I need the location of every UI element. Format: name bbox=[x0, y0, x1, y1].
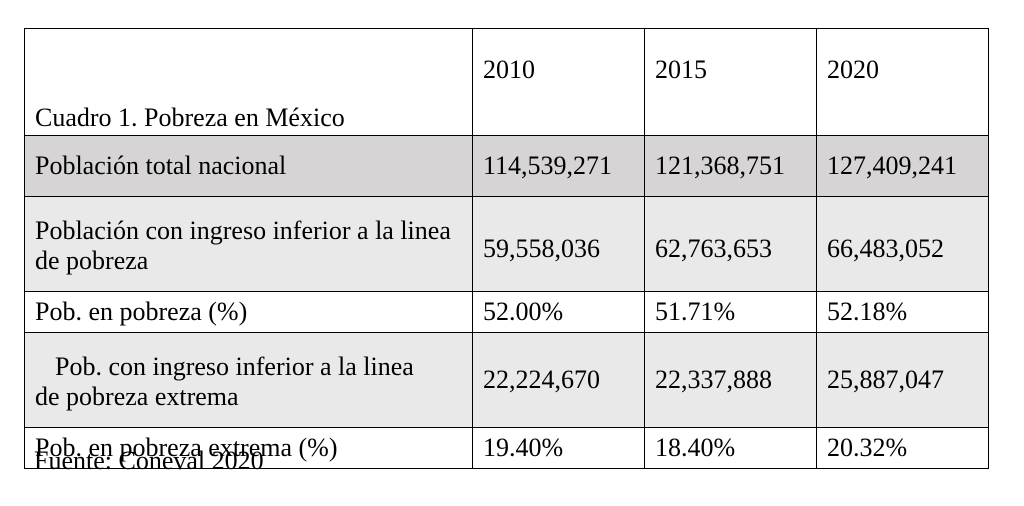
table-row: Población con ingreso inferior a la line… bbox=[24, 196, 989, 292]
table-row: Población total nacional 114,539,271 121… bbox=[24, 135, 989, 197]
cell-value: 114,539,271 bbox=[472, 135, 645, 197]
row-label: Pob. en pobreza (%) bbox=[24, 291, 473, 333]
cell-value: 22,337,888 bbox=[644, 332, 817, 428]
row-label: Pob. con ingreso inferior a la linea de … bbox=[24, 332, 473, 428]
cell-value: 66,483,052 bbox=[816, 196, 989, 292]
table-row: Pob. en pobreza extrema (%) 19.40% 18.40… bbox=[24, 427, 989, 469]
table-row: Pob. en pobreza (%) 52.00% 51.71% 52.18% bbox=[24, 291, 989, 333]
cell-value: 18.40% bbox=[644, 427, 817, 469]
row-label-line-1: Pob. con ingreso inferior a la linea bbox=[55, 352, 414, 381]
cell-value: 127,409,241 bbox=[816, 135, 989, 197]
row-label: Población total nacional bbox=[24, 135, 473, 197]
cell-value: 62,763,653 bbox=[644, 196, 817, 292]
year-header-2015: 2015 bbox=[644, 28, 817, 136]
year-header-2020: 2020 bbox=[816, 28, 989, 136]
cell-value: 51.71% bbox=[644, 291, 817, 333]
cell-value: 25,887,047 bbox=[816, 332, 989, 428]
row-label: Población con ingreso inferior a la line… bbox=[24, 196, 473, 292]
cell-value: 22,224,670 bbox=[472, 332, 645, 428]
table-row: Pob. con ingreso inferior a la linea de … bbox=[24, 332, 989, 428]
source-note: Fuente: Coneval 2020 bbox=[34, 446, 264, 475]
cell-value: 19.40% bbox=[472, 427, 645, 469]
cell-value: 52.00% bbox=[472, 291, 645, 333]
table-header-row: Cuadro 1. Pobreza en México 2010 2015 20… bbox=[24, 28, 989, 136]
cell-value: 20.32% bbox=[816, 427, 989, 469]
row-label: Pob. en pobreza extrema (%) bbox=[24, 427, 473, 469]
table-title: Cuadro 1. Pobreza en México bbox=[24, 28, 473, 136]
row-label-line-2: de pobreza extrema bbox=[35, 382, 239, 411]
year-header-2010: 2010 bbox=[472, 28, 645, 136]
cell-value: 52.18% bbox=[816, 291, 989, 333]
cell-value: 59,558,036 bbox=[472, 196, 645, 292]
cell-value: 121,368,751 bbox=[644, 135, 817, 197]
poverty-table: Cuadro 1. Pobreza en México 2010 2015 20… bbox=[24, 28, 989, 469]
